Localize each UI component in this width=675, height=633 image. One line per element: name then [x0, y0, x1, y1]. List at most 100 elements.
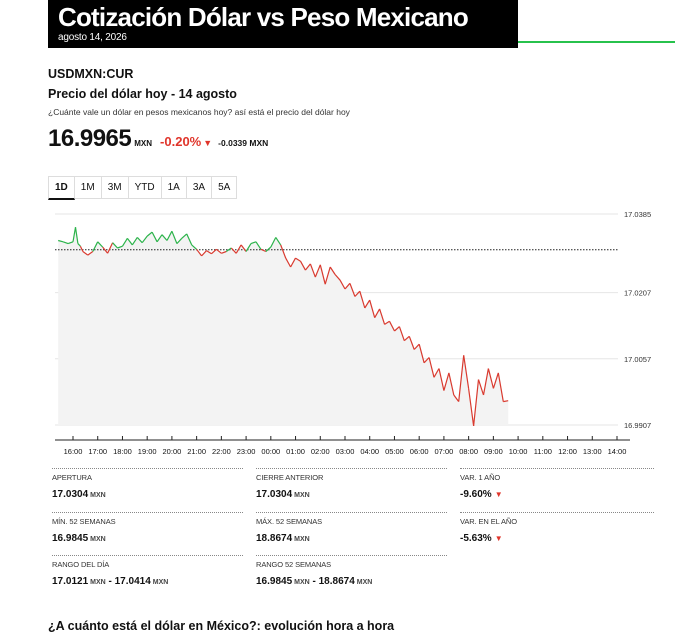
change-absolute: -0.0339 MXN — [218, 138, 269, 148]
x-tick-label: 02:00 — [311, 447, 330, 456]
price-line-segment — [309, 263, 316, 278]
price-line-segment — [87, 251, 94, 256]
price-line-segment — [265, 246, 272, 252]
price-line-segment — [295, 257, 301, 262]
stat-value: -9.60% ▼ — [460, 489, 503, 500]
stat-value: 17.0121 MXN - 17.0414 MXN — [52, 576, 169, 587]
down-arrow-icon: ▼ — [203, 138, 213, 148]
price-line-segment — [443, 372, 450, 391]
price-line-segment — [146, 231, 153, 237]
price-line-segment — [112, 242, 118, 249]
price-line-segment — [255, 241, 262, 250]
divider — [460, 468, 654, 469]
price-line-segment — [72, 227, 77, 242]
divider — [52, 468, 243, 469]
tab-1m[interactable]: 1M — [74, 176, 102, 199]
tab-1a[interactable]: 1A — [161, 176, 187, 199]
price-line-segment — [492, 372, 499, 389]
price-line-segment — [126, 237, 133, 246]
x-tick-label: 10:00 — [509, 447, 528, 456]
divider — [460, 512, 654, 513]
price-line-segment — [245, 243, 252, 252]
divider — [256, 555, 447, 556]
price-line-segment — [230, 247, 237, 254]
price-line-segment — [497, 372, 504, 402]
stat-label: RANGO DEL DÍA — [52, 560, 110, 569]
stat-max-52: MÁX. 52 SEMANAS 18.8674 MXN — [256, 517, 322, 544]
price-unit: MXN — [134, 139, 153, 148]
tab-3a[interactable]: 3A — [186, 176, 213, 199]
x-tick-label: 21:00 — [187, 447, 206, 456]
price-line-segment — [473, 379, 480, 426]
stat-value: -5.63% ▼ — [460, 533, 503, 544]
stat-var-1-ano: VAR. 1 AÑO -9.60% ▼ — [460, 473, 503, 500]
price-line-segment — [304, 263, 311, 271]
price-line-segment — [58, 239, 64, 243]
price-line-segment — [458, 355, 465, 402]
price-line-segment — [171, 230, 178, 244]
price-line-segment — [349, 283, 356, 297]
price-line-segment — [408, 336, 415, 350]
price-line-segment — [388, 321, 396, 332]
stat-rango-52: RANGO 52 SEMANAS 16.9845 MXN - 18.8674 MXN — [256, 560, 372, 587]
price-line-segment — [117, 245, 123, 249]
price-line-segment — [176, 237, 183, 245]
price-line-segment — [359, 291, 366, 309]
divider — [256, 512, 447, 513]
price-line-segment — [156, 234, 163, 243]
price-line-segment — [240, 244, 247, 252]
price-line-segment — [82, 251, 89, 256]
x-tick-label: 00:00 — [261, 447, 280, 456]
x-tick-label: 09:00 — [484, 447, 503, 456]
x-tick-label: 04:00 — [360, 447, 379, 456]
divider — [52, 512, 243, 513]
x-tick-label: 06:00 — [410, 447, 429, 456]
price-line-segment — [418, 344, 425, 363]
price-line-segment — [102, 246, 109, 254]
stat-value: 17.0304 MXN — [256, 489, 310, 500]
price-line-segment — [270, 237, 277, 248]
price-line-segment — [196, 248, 203, 257]
price-line-segment — [166, 230, 173, 241]
x-tick-label: 17:00 — [88, 447, 107, 456]
price-line-segment — [398, 326, 405, 341]
x-tick-label: 03:00 — [336, 447, 355, 456]
price-line-segment — [97, 241, 104, 248]
tab-1d[interactable]: 1D — [48, 176, 75, 200]
stat-label: VAR. 1 AÑO — [460, 473, 501, 482]
section-heading: ¿A cuánto está el dólar en México?: evol… — [48, 619, 395, 633]
price-line-segment — [468, 388, 475, 426]
price-line-segment — [235, 244, 242, 254]
stat-var-ano: VAR. EN EL AÑO -5.63% ▼ — [460, 517, 517, 544]
x-tick-label: 05:00 — [385, 447, 404, 456]
price-line-segment — [354, 290, 361, 297]
price-line-segment — [384, 320, 390, 325]
price-line-segment — [324, 266, 331, 285]
price-line-segment — [413, 343, 420, 350]
tab-ytd[interactable]: YTD — [128, 176, 162, 199]
stat-label: CIERRE ANTERIOR — [256, 473, 324, 482]
tab-3m[interactable]: 3M — [101, 176, 129, 199]
price-line-segment — [438, 368, 445, 391]
price-line-segment — [403, 335, 410, 342]
stat-cierre-anterior: CIERRE ANTERIOR 17.0304 MXN — [256, 473, 323, 500]
y-tick-label: 17.0207 — [624, 289, 651, 298]
x-tick-label: 23:00 — [237, 447, 256, 456]
price-line-segment — [477, 379, 485, 396]
price-line-segment — [364, 299, 371, 309]
price-line-segment — [453, 394, 460, 402]
stat-value: 16.9845 MXN - 18.8674 MXN — [256, 576, 373, 587]
price-chart: 17.0385 17.0207 17.0057 16.9907 16:00 17:00 18… — [55, 210, 651, 456]
page-date: agosto 14, 2026 — [58, 32, 127, 43]
price-subtitle: Precio del dólar hoy - 14 agosto — [48, 87, 237, 101]
stat-min-52: MÍN. 52 SEMANAS 16.9845 MXN — [52, 517, 116, 544]
price-line-segment — [206, 250, 212, 255]
down-arrow-icon: ▼ — [494, 490, 503, 499]
header-rule — [518, 41, 675, 43]
price-line-segment — [151, 231, 158, 243]
tab-5a[interactable]: 5A — [212, 176, 238, 199]
x-tick-label: 11:00 — [534, 447, 552, 456]
price-line-segment — [191, 244, 198, 250]
x-tick-label: 07:00 — [435, 447, 454, 456]
x-tick-label: 12:00 — [558, 447, 577, 456]
